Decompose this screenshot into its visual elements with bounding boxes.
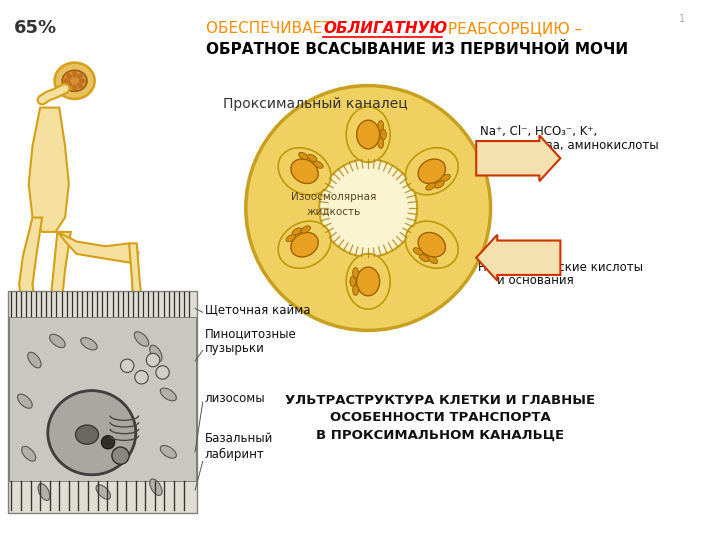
Ellipse shape: [150, 345, 162, 362]
Circle shape: [135, 370, 148, 384]
Ellipse shape: [63, 78, 71, 83]
Text: Проксимальный каналец: Проксимальный каналец: [222, 97, 408, 111]
Ellipse shape: [77, 83, 83, 89]
Text: В ПРОКСИМАЛЬНОМ КАНАЛЬЦЕ: В ПРОКСИМАЛЬНОМ КАНАЛЬЦЕ: [316, 428, 564, 442]
Ellipse shape: [292, 228, 302, 235]
Text: ОБЛИГАТНУЮ: ОБЛИГАТНУЮ: [323, 21, 447, 36]
Ellipse shape: [307, 154, 317, 161]
Ellipse shape: [48, 390, 136, 475]
Text: ОБРАТНОЕ ВСАСЫВАНИЕ ИЗ ПЕРВИЧНОЙ МОЧИ: ОБРАТНОЕ ВСАСЫВАНИЕ ИЗ ПЕРВИЧНОЙ МОЧИ: [206, 42, 628, 57]
Text: 65%: 65%: [14, 19, 58, 37]
Ellipse shape: [161, 446, 176, 458]
Ellipse shape: [378, 120, 384, 131]
Ellipse shape: [381, 129, 387, 140]
Polygon shape: [29, 107, 69, 232]
FancyArrow shape: [476, 235, 560, 281]
Ellipse shape: [55, 63, 94, 99]
Text: РЕАБСОРБЦИЮ –: РЕАБСОРБЦИЮ –: [443, 21, 582, 36]
Circle shape: [112, 447, 129, 464]
Ellipse shape: [38, 484, 50, 501]
Ellipse shape: [28, 352, 41, 368]
Ellipse shape: [76, 425, 99, 444]
Ellipse shape: [286, 234, 295, 242]
Text: H⁺, органические кислоты: H⁺, органические кислоты: [478, 261, 643, 274]
Ellipse shape: [419, 254, 429, 261]
Text: ОСОБЕННОСТИ ТРАНСПОРТА: ОСОБЕННОСТИ ТРАНСПОРТА: [330, 411, 550, 424]
Text: и основания: и основания: [498, 274, 574, 287]
Text: Пиноцитозные
пузырьки: Пиноцитозные пузырьки: [204, 327, 297, 355]
Text: лизосомы: лизосомы: [204, 392, 265, 405]
Polygon shape: [19, 218, 46, 337]
Ellipse shape: [378, 138, 384, 148]
Ellipse shape: [418, 232, 446, 257]
Polygon shape: [129, 244, 145, 356]
Text: H₂O, глюкоза, аминокислоты: H₂O, глюкоза, аминокислоты: [478, 139, 659, 152]
Ellipse shape: [301, 226, 310, 233]
Ellipse shape: [79, 78, 86, 83]
Ellipse shape: [346, 254, 390, 309]
Text: Щеточная кайма: Щеточная кайма: [204, 304, 310, 317]
Ellipse shape: [356, 120, 379, 149]
Ellipse shape: [62, 70, 87, 91]
Text: ОБЕСПЕЧИВАЕТ: ОБЕСПЕЧИВАЕТ: [206, 21, 336, 36]
Ellipse shape: [161, 388, 176, 401]
Bar: [9, 317, 196, 482]
Circle shape: [156, 366, 169, 379]
Ellipse shape: [405, 221, 458, 268]
Ellipse shape: [418, 159, 446, 184]
Text: жидкость: жидкость: [307, 207, 361, 217]
Ellipse shape: [134, 332, 149, 346]
Ellipse shape: [356, 267, 379, 296]
Ellipse shape: [435, 181, 444, 188]
Ellipse shape: [350, 276, 356, 287]
Ellipse shape: [278, 221, 331, 268]
Ellipse shape: [72, 84, 77, 91]
Ellipse shape: [428, 256, 438, 264]
Circle shape: [146, 353, 160, 367]
Ellipse shape: [50, 334, 66, 348]
Ellipse shape: [353, 285, 359, 295]
Polygon shape: [46, 232, 71, 337]
Ellipse shape: [291, 159, 318, 184]
Ellipse shape: [150, 479, 162, 495]
Ellipse shape: [346, 107, 390, 163]
Ellipse shape: [405, 148, 458, 195]
Ellipse shape: [278, 148, 331, 195]
Circle shape: [120, 359, 134, 373]
Ellipse shape: [441, 174, 450, 181]
Text: Изоосмолярная: Изоосмолярная: [291, 192, 377, 202]
Ellipse shape: [66, 73, 72, 79]
Ellipse shape: [291, 232, 318, 257]
Ellipse shape: [314, 161, 323, 168]
Circle shape: [319, 159, 417, 257]
Text: 1: 1: [679, 14, 685, 24]
FancyBboxPatch shape: [14, 330, 50, 353]
Text: Na⁺, Cl⁻, HCO₃⁻, K⁺,: Na⁺, Cl⁻, HCO₃⁻, K⁺,: [480, 125, 598, 138]
Bar: [8, 291, 197, 513]
Text: Базальный
лабиринт: Базальный лабиринт: [204, 433, 273, 461]
Ellipse shape: [17, 394, 32, 408]
Ellipse shape: [96, 485, 111, 500]
FancyArrow shape: [476, 136, 560, 181]
Ellipse shape: [66, 83, 72, 89]
Ellipse shape: [77, 73, 83, 79]
Ellipse shape: [413, 248, 423, 255]
Circle shape: [246, 85, 490, 330]
Ellipse shape: [426, 183, 436, 190]
Text: УЛЬТРАСТРУКТУРА КЛЕТКИ И ГЛАВНЫЕ: УЛЬТРАСТРУКТУРА КЛЕТКИ И ГЛАВНЫЕ: [285, 394, 595, 407]
Ellipse shape: [353, 267, 359, 278]
Ellipse shape: [72, 71, 77, 77]
Ellipse shape: [81, 338, 97, 350]
Ellipse shape: [22, 447, 36, 461]
Circle shape: [102, 436, 114, 449]
Ellipse shape: [299, 152, 308, 160]
Polygon shape: [58, 232, 139, 262]
